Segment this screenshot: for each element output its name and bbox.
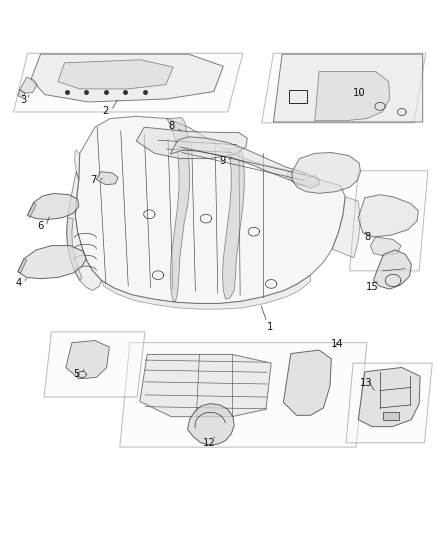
Text: 10: 10 (353, 88, 365, 98)
Polygon shape (28, 193, 79, 220)
Polygon shape (167, 118, 189, 301)
Polygon shape (315, 71, 390, 120)
Polygon shape (136, 127, 247, 158)
Polygon shape (371, 237, 401, 256)
Polygon shape (273, 54, 423, 122)
Polygon shape (31, 54, 223, 102)
Text: 3: 3 (20, 95, 26, 105)
Text: 1: 1 (267, 321, 274, 332)
Text: 4: 4 (16, 278, 22, 288)
Bar (383, 412, 399, 419)
Text: 7: 7 (91, 175, 97, 185)
Polygon shape (18, 246, 86, 279)
Polygon shape (286, 171, 319, 186)
Polygon shape (18, 90, 25, 98)
Text: 13: 13 (360, 378, 372, 388)
Text: 14: 14 (331, 339, 344, 349)
Polygon shape (102, 275, 311, 309)
Polygon shape (14, 53, 243, 112)
Polygon shape (44, 332, 145, 397)
Polygon shape (140, 354, 271, 417)
Polygon shape (66, 341, 110, 379)
Polygon shape (346, 363, 432, 443)
Polygon shape (18, 259, 27, 273)
Polygon shape (332, 197, 360, 258)
Polygon shape (223, 147, 244, 299)
Polygon shape (358, 367, 420, 426)
Text: 6: 6 (37, 221, 44, 231)
Polygon shape (350, 171, 428, 271)
Text: 8: 8 (169, 122, 175, 131)
Polygon shape (58, 60, 173, 89)
Polygon shape (170, 137, 319, 188)
Polygon shape (96, 172, 118, 184)
Polygon shape (67, 172, 102, 290)
Polygon shape (358, 195, 418, 237)
Polygon shape (261, 53, 426, 123)
Polygon shape (28, 202, 36, 218)
Polygon shape (74, 150, 80, 180)
Text: 5: 5 (73, 369, 79, 379)
Polygon shape (75, 116, 345, 303)
Text: 8: 8 (365, 232, 371, 242)
Polygon shape (283, 350, 331, 415)
Text: 9: 9 (219, 156, 226, 166)
Polygon shape (120, 343, 367, 447)
Text: 2: 2 (102, 106, 109, 116)
Polygon shape (187, 403, 234, 445)
Text: 15: 15 (366, 282, 378, 293)
Polygon shape (67, 218, 82, 280)
Polygon shape (20, 77, 37, 93)
Polygon shape (374, 250, 411, 289)
Text: 12: 12 (203, 438, 216, 448)
Polygon shape (292, 152, 360, 193)
Bar (289, 90, 307, 103)
